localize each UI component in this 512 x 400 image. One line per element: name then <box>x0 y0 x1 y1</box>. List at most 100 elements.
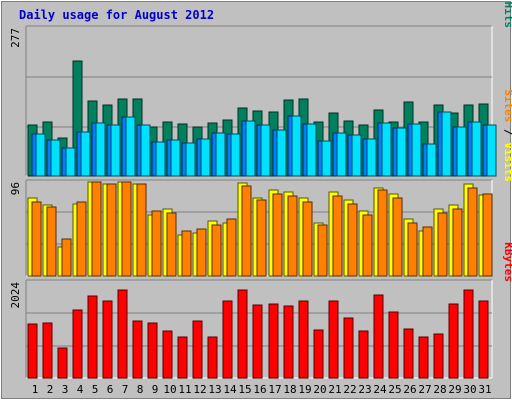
bar-kbytes-day-30 <box>463 289 474 379</box>
x-tick-day-1: 1 <box>32 383 39 396</box>
bar-pages-day-18 <box>291 115 302 177</box>
bar-sites-day-3 <box>61 238 72 277</box>
x-tick-day-21: 21 <box>328 383 341 396</box>
bar-kbytes-day-8 <box>132 320 143 379</box>
x-tick-day-14: 14 <box>223 383 237 396</box>
bar-sites-day-1 <box>31 201 42 277</box>
bar-pages-day-1 <box>35 133 46 177</box>
x-tick-labels: 1 2 3 4 5 6 7 8 9 10 11 12 13 14 15 16 17 18 19 20 21 22 23 24 2… <box>32 383 492 396</box>
bar-sites-day-12 <box>196 228 207 277</box>
bar-pages-day-4 <box>80 131 91 177</box>
bar-pages-day-17 <box>276 129 287 177</box>
bar-sites-day-10 <box>166 212 177 277</box>
x-tick-day-2: 2 <box>47 383 54 396</box>
bar-kbytes-day-15 <box>237 289 248 379</box>
legend-entry: / <box>502 0 512 2</box>
x-tick-day-7: 7 <box>122 383 129 396</box>
x-tick-day-6: 6 <box>107 383 114 396</box>
bar-kbytes-day-3 <box>57 347 68 379</box>
bar-kbytes-day-22 <box>343 317 354 379</box>
bar-sites-day-29 <box>452 208 463 277</box>
y-max-label: 96 <box>9 182 22 195</box>
bar-kbytes-day-11 <box>177 336 188 379</box>
x-tick-day-25: 25 <box>388 383 401 396</box>
y-max-label: 277 <box>9 28 22 48</box>
bar-pages-day-27 <box>426 143 437 177</box>
bar-kbytes-day-4 <box>72 309 83 379</box>
x-tick-day-18: 18 <box>283 383 296 396</box>
x-tick-day-16: 16 <box>253 383 266 396</box>
bar-kbytes-day-7 <box>117 289 128 379</box>
x-tick-day-19: 19 <box>298 383 311 396</box>
y-max-label: 2024 <box>9 282 22 309</box>
bar-sites-day-31 <box>482 193 493 277</box>
x-tick-day-20: 20 <box>313 383 326 396</box>
bar-sites-day-4 <box>76 201 87 277</box>
bar-kbytes-day-9 <box>147 322 158 379</box>
chart-title: Daily usage for August 2012 <box>19 8 214 22</box>
bar-sites-day-20 <box>317 224 328 277</box>
bar-pages-day-11 <box>185 142 196 177</box>
bar-kbytes-day-29 <box>448 303 459 379</box>
bar-kbytes-day-1 <box>27 323 38 379</box>
legend-entry: Visits <box>502 142 512 182</box>
legend-entry: / <box>502 122 512 142</box>
x-tick-day-12: 12 <box>193 383 206 396</box>
panel-visits-sites: 96 Sites / Visits <box>9 89 512 277</box>
bar-pages-day-5 <box>95 122 106 177</box>
bar-kbytes-day-25 <box>388 311 399 379</box>
series-kbytes <box>27 289 489 379</box>
bar-pages-day-26 <box>411 123 422 177</box>
bar-pages-day-25 <box>396 127 407 177</box>
bar-pages-day-9 <box>155 141 166 177</box>
x-tick-day-26: 26 <box>403 383 416 396</box>
legend-entry: Sites <box>502 89 512 122</box>
bar-sites-day-17 <box>272 193 283 277</box>
bar-pages-day-29 <box>456 126 467 177</box>
x-tick-day-29: 29 <box>448 383 461 396</box>
x-tick-day-28: 28 <box>433 383 446 396</box>
x-tick-day-5: 5 <box>92 383 99 396</box>
bar-pages-day-6 <box>110 124 121 177</box>
bar-pages-day-15 <box>245 120 256 177</box>
bar-kbytes-day-14 <box>222 300 233 379</box>
x-tick-day-9: 9 <box>152 383 159 396</box>
bar-pages-day-12 <box>200 138 211 177</box>
bar-pages-day-7 <box>125 116 136 177</box>
bar-kbytes-day-6 <box>102 300 113 379</box>
legend-entry: KBytes <box>502 242 512 282</box>
series-legend: Pages / Files / Hits <box>502 0 512 28</box>
bar-sites-day-16 <box>256 199 267 277</box>
series-sites <box>31 181 493 277</box>
bar-sites-day-5 <box>91 181 102 277</box>
x-tick-day-11: 11 <box>178 383 191 396</box>
bar-kbytes-day-24 <box>373 294 384 379</box>
x-tick-day-4: 4 <box>77 383 84 396</box>
bar-kbytes-day-20 <box>313 329 324 379</box>
bar-sites-day-13 <box>211 224 222 277</box>
bar-kbytes-day-2 <box>42 322 53 379</box>
x-tick-day-15: 15 <box>238 383 251 396</box>
bar-kbytes-day-10 <box>162 330 173 379</box>
bar-sites-day-6 <box>106 183 117 277</box>
bar-kbytes-day-17 <box>268 303 279 379</box>
bar-kbytes-day-19 <box>298 300 309 379</box>
bar-pages-day-20 <box>321 140 332 177</box>
bar-sites-day-30 <box>467 187 478 277</box>
bar-sites-day-14 <box>226 218 237 277</box>
bar-kbytes-day-26 <box>403 328 414 379</box>
series-legend: Sites / Visits <box>502 89 512 182</box>
bar-sites-day-7 <box>121 181 132 277</box>
bar-pages-day-2 <box>50 139 61 177</box>
bar-pages-day-19 <box>306 123 317 177</box>
bar-kbytes-day-28 <box>433 333 444 379</box>
bar-sites-day-23 <box>362 214 373 277</box>
series-legend: KBytes <box>502 242 512 282</box>
bar-pages-day-10 <box>170 139 181 177</box>
x-tick-day-8: 8 <box>137 383 144 396</box>
x-tick-day-22: 22 <box>343 383 356 396</box>
bar-pages-day-21 <box>336 132 347 177</box>
legend-entry: Hits <box>502 2 512 29</box>
bar-sites-day-24 <box>377 189 388 277</box>
